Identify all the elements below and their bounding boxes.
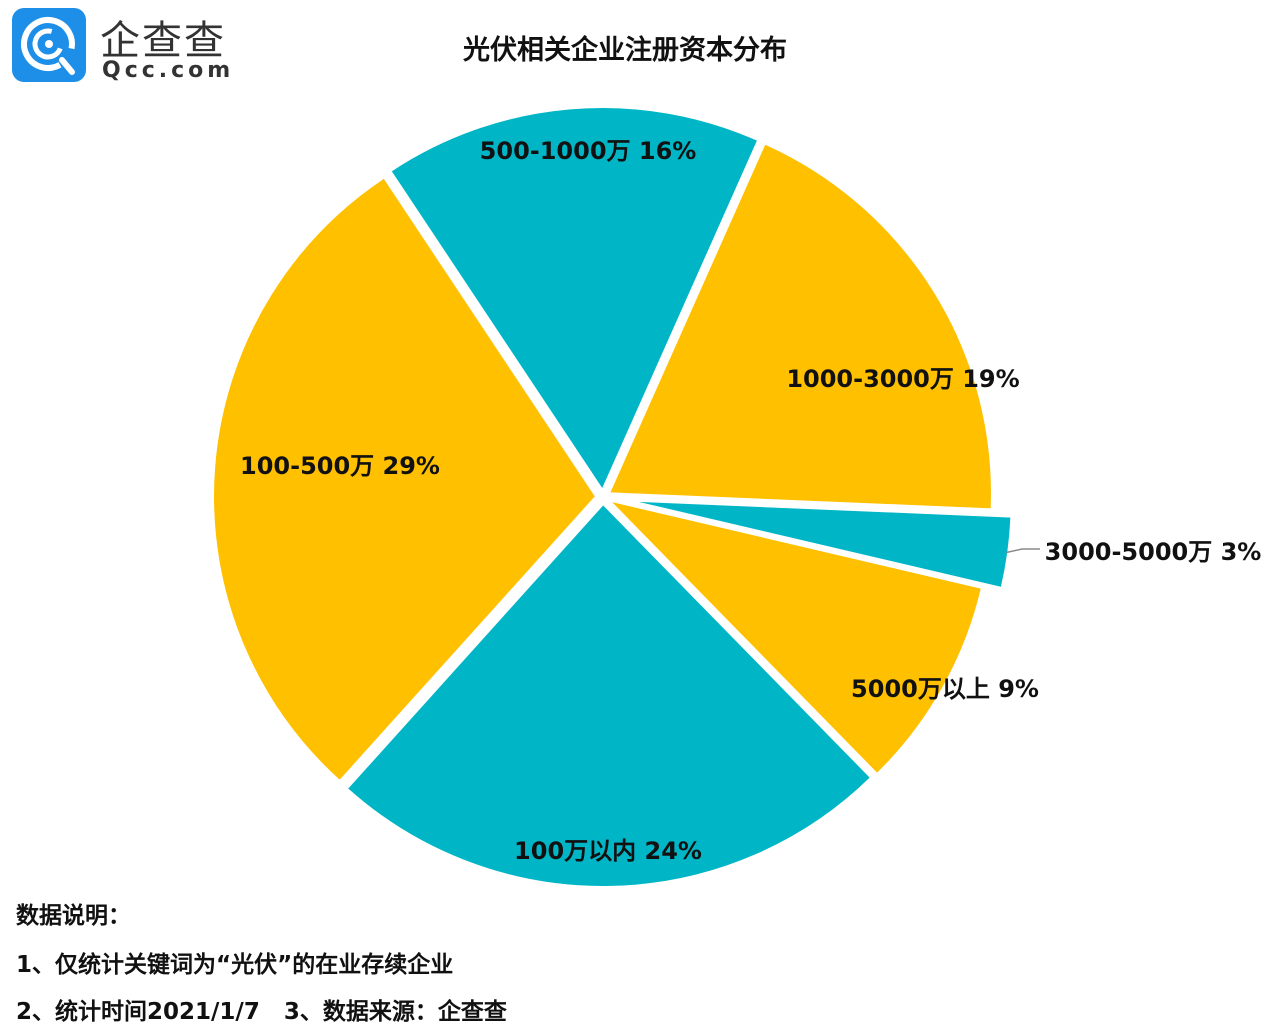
pie-slice-1 (607, 142, 993, 511)
pie-slice-0 (389, 106, 760, 493)
leader-line (1006, 548, 1040, 554)
data-label-4: 100万以内 24% (514, 837, 702, 865)
notes-heading: 数据说明： (16, 903, 131, 929)
chart-title: 光伏相关企业注册资本分布 (463, 35, 787, 66)
pie-slice-5 (212, 176, 598, 783)
notes-line-1: 1、仅统计关键词为“光伏”的在业存续企业 (16, 952, 454, 978)
data-label-3: 5000万以上 9% (851, 675, 1039, 703)
logo-text-cn: 企查查 (100, 18, 226, 64)
pie-chart: 500-1000万 16% 1000-3000万 19% 3000-5000万 3%… (212, 106, 1262, 888)
pie-slice-3 (605, 498, 984, 776)
logo-icon (12, 8, 86, 82)
notes-line-2: 2、统计时间2021/1/7 3、数据来源：企查查 (16, 999, 507, 1025)
data-label-2: 3000-5000万 3% (1045, 538, 1262, 566)
logo-text-en: Qcc.com (102, 58, 235, 83)
pie-slice-4 (345, 502, 873, 888)
data-label-5: 100-500万 29% (240, 452, 440, 480)
data-label-0: 500-1000万 16% (480, 137, 697, 165)
data-label-1: 1000-3000万 19% (786, 365, 1019, 393)
